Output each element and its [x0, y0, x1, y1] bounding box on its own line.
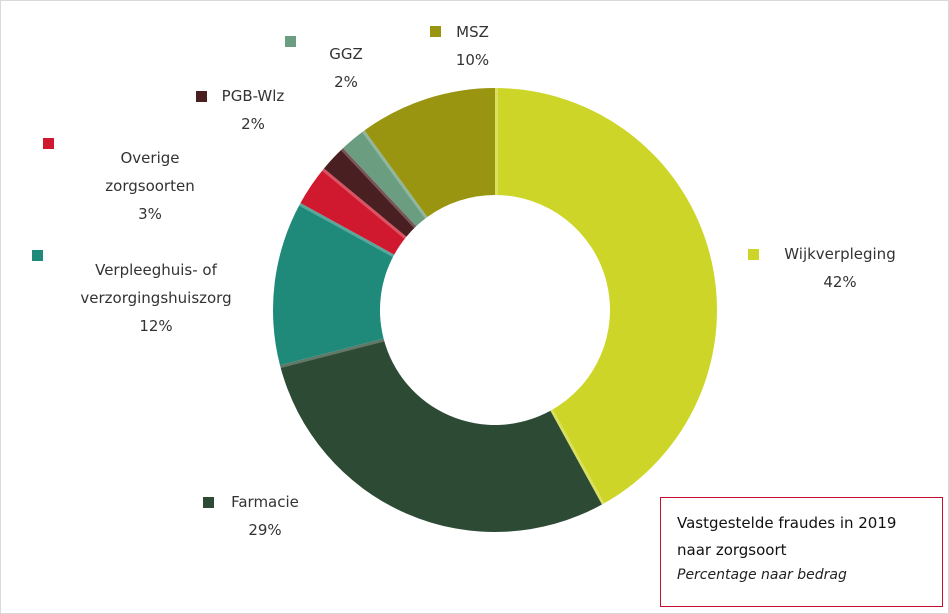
legend-swatch [203, 497, 214, 508]
value-label: 42% [823, 273, 857, 291]
category-label: MSZ [456, 23, 489, 41]
category-label: GGZ [329, 45, 363, 63]
title-box: Vastgestelde fraudes in 2019 naar zorgso… [660, 497, 943, 607]
legend-swatch [32, 250, 43, 261]
value-label: 3% [138, 205, 162, 223]
data-label: Overige zorgsoorten 3% [43, 138, 215, 228]
value-label: 2% [334, 73, 358, 91]
legend-swatch [43, 138, 54, 149]
category-label: Wijkverpleging [784, 245, 896, 263]
legend-swatch [196, 91, 207, 102]
value-label: 12% [139, 317, 173, 335]
data-label: PGB-Wlz 2% [196, 82, 298, 138]
legend-swatch [748, 249, 759, 260]
data-label: MSZ 10% [430, 18, 505, 74]
category-label: Verpleeghuis- of verzorgingshuiszorg [80, 261, 232, 307]
category-label: PGB-Wlz [221, 87, 285, 105]
data-label: Farmacie 29% [203, 488, 315, 544]
category-label: Overige zorgsoorten [105, 149, 195, 195]
chart-subtitle: Percentage naar bedrag [677, 567, 847, 583]
donut-segment [276, 334, 607, 535]
value-label: 2% [241, 115, 265, 133]
donut-segment [270, 198, 399, 369]
donut-segment [319, 143, 421, 241]
legend-swatch [430, 26, 441, 37]
data-label: Wijkverpleging 42% [748, 240, 920, 296]
donut-segment [360, 84, 498, 222]
legend-swatch [285, 36, 296, 47]
donut-segment [492, 84, 720, 509]
value-label: 10% [455, 51, 490, 69]
chart-title: Vastgestelde fraudes in 2019 naar zorgso… [677, 514, 897, 559]
category-label: Farmacie [231, 493, 299, 511]
data-label: GGZ 2% [285, 36, 377, 96]
data-label: Verpleeghuis- of verzorgingshuiszorg 12% [32, 250, 272, 340]
value-label: 29% [248, 521, 282, 539]
